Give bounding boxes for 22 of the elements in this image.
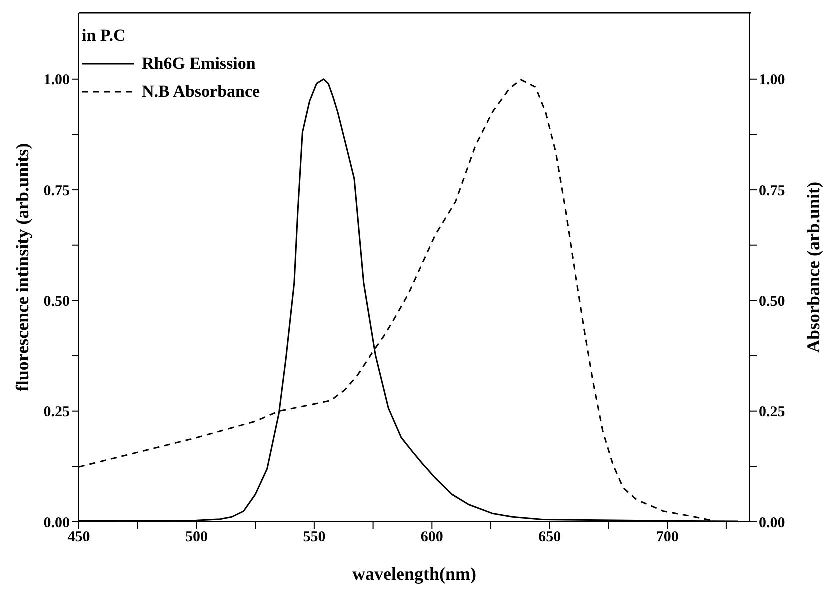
y-tick-label: 0.75 bbox=[44, 183, 70, 200]
x-tick-label: 700 bbox=[656, 530, 679, 546]
y2-tick-label: 0.25 bbox=[759, 404, 786, 421]
legend-label: Rh6G Emission bbox=[142, 53, 256, 75]
y2-tick-label: 1.00 bbox=[759, 72, 786, 89]
y2-axis-title: Absorbance (arb.unit) bbox=[803, 182, 824, 354]
legend-label: N.B Absorbance bbox=[142, 81, 260, 103]
x-tick-label: 450 bbox=[68, 530, 90, 546]
y-tick-label: 0.25 bbox=[44, 404, 70, 421]
y-tick-label: 0.00 bbox=[44, 515, 70, 532]
x-tick-label: 650 bbox=[538, 530, 562, 546]
y-axis-title: fluorescence intinsity (arb.units) bbox=[12, 143, 32, 392]
y-tick-label: 0.50 bbox=[44, 294, 70, 310]
y-tick-label: 1.00 bbox=[44, 72, 70, 89]
x-axis-title: wavelength(nm) bbox=[352, 564, 476, 584]
y2-tick-label: 0.75 bbox=[759, 183, 786, 200]
legend-title: in P.C bbox=[82, 25, 127, 47]
x-tick-label: 500 bbox=[185, 530, 208, 546]
y2-tick-label: 0.50 bbox=[759, 294, 786, 310]
x-tick-label: 550 bbox=[303, 530, 326, 546]
y2-tick-label: 0.00 bbox=[759, 515, 786, 532]
x-tick-label: 600 bbox=[420, 530, 444, 546]
